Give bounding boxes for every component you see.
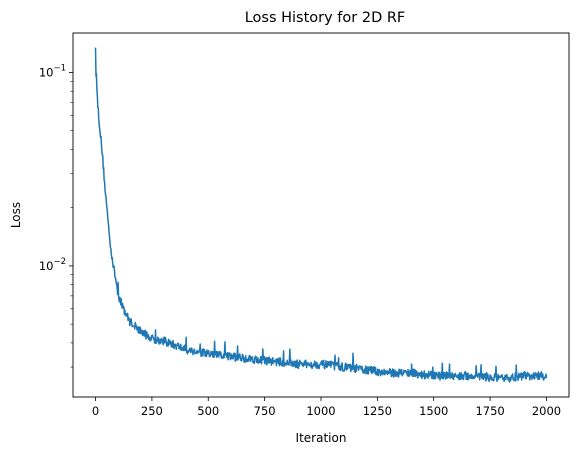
x-tick-label: 1500 <box>419 404 448 418</box>
y-tick-label: 10−2 <box>39 257 66 273</box>
x-tick-label: 1750 <box>475 404 504 418</box>
x-axis-ticks: 0 250 500 750 1000 1250 1500 1750 2000 <box>92 397 561 418</box>
x-axis-label: Iteration <box>296 431 347 445</box>
y-tick-label: 10−1 <box>39 63 66 79</box>
loss-series-line <box>94 47 548 383</box>
x-tick-label: 750 <box>254 404 276 418</box>
chart-title: Loss History for 2D RF <box>245 10 406 26</box>
x-tick-label: 1000 <box>306 404 335 418</box>
x-tick-label: 2000 <box>532 404 561 418</box>
x-tick-label: 500 <box>197 404 219 418</box>
plot-area <box>94 47 548 383</box>
x-tick-label: 0 <box>92 404 99 418</box>
x-tick-label: 250 <box>141 404 163 418</box>
y-axis-ticks: 10−2 10−1 <box>39 63 73 368</box>
x-tick-label: 1250 <box>363 404 392 418</box>
plot-frame <box>72 32 570 398</box>
y-axis-label: Loss <box>9 202 23 228</box>
